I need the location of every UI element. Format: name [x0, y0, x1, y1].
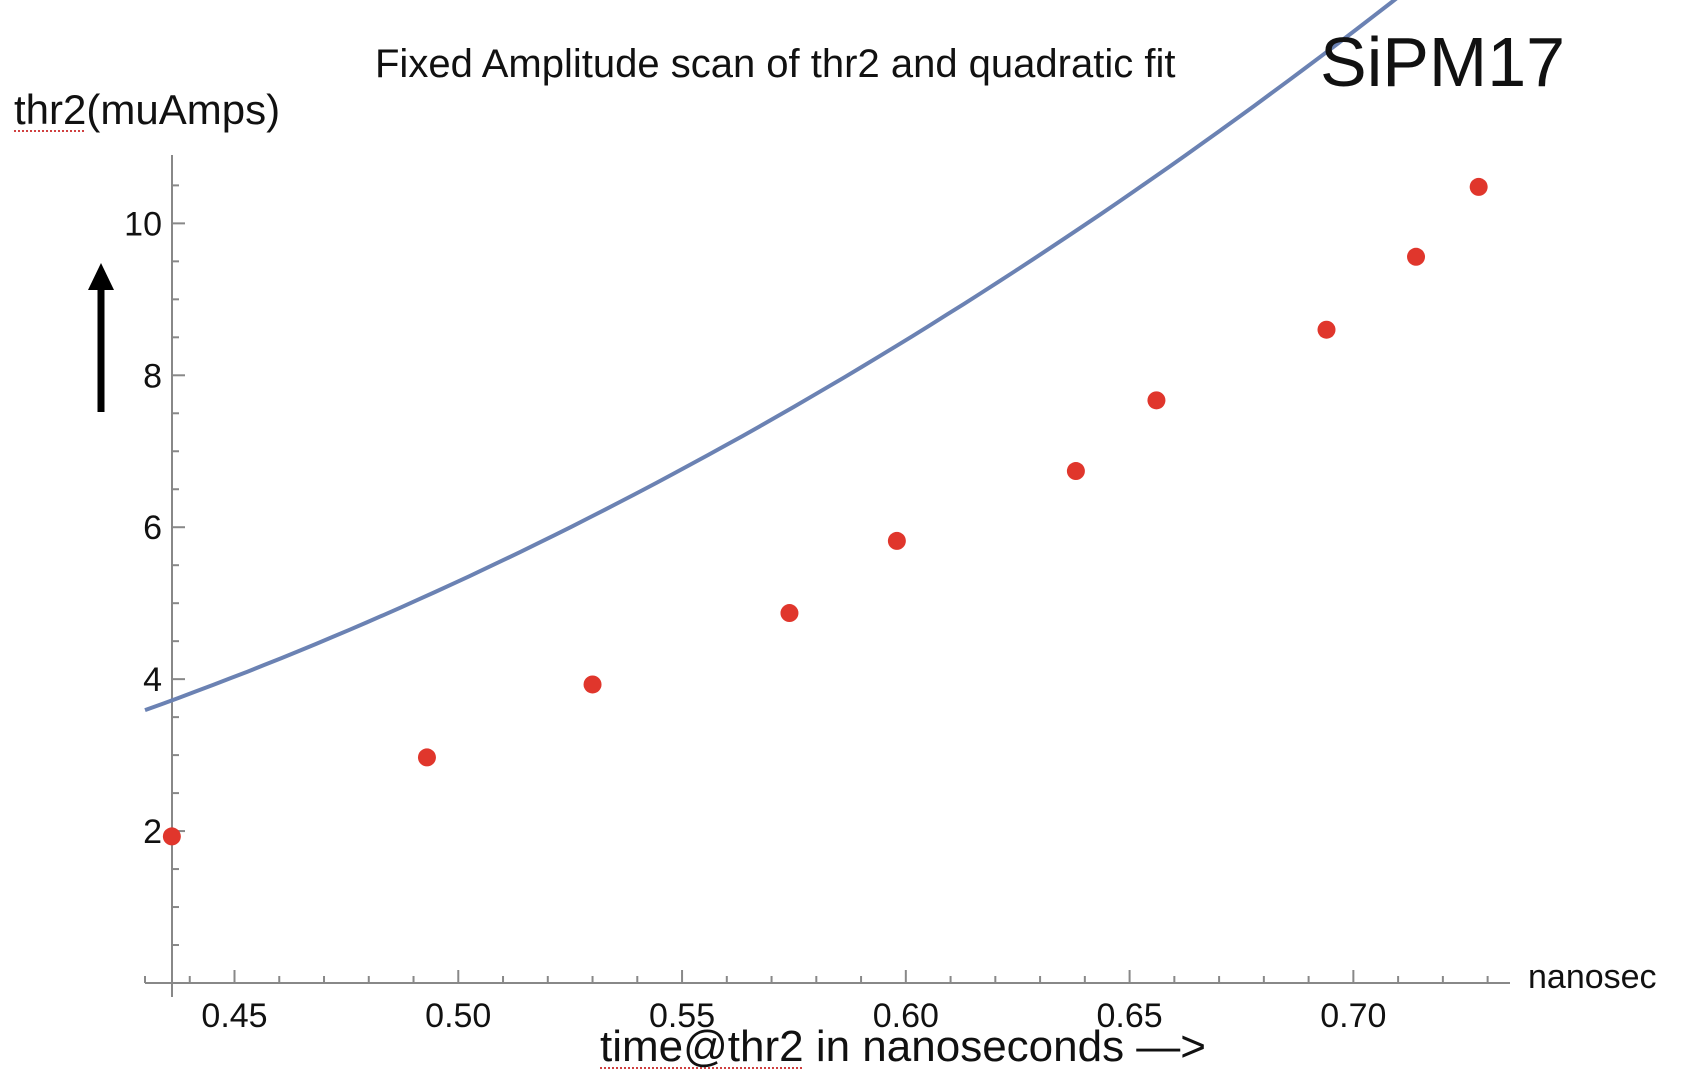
data-point: [1407, 247, 1426, 266]
x-axis-unit: nanosec: [1528, 958, 1657, 996]
data-point: [1469, 177, 1488, 196]
data-point: [1317, 320, 1336, 339]
quadratic-fit-curve: [144, 0, 1398, 712]
x-tick-label: 0.70: [1320, 997, 1386, 1035]
y-axis-label-unit: (muAmps): [86, 86, 281, 133]
data-point: [417, 748, 436, 767]
data-point: [583, 675, 602, 694]
x-tick-label: 0.65: [1096, 997, 1162, 1035]
y-tick-label: 8: [143, 357, 162, 395]
data-point: [1147, 391, 1166, 410]
y-axis-label: thr2(muAmps): [14, 86, 280, 134]
up-arrow-icon: [88, 263, 114, 412]
x-tick-label: 0.50: [425, 997, 491, 1035]
chart-subtitle: SiPM17: [1320, 23, 1566, 101]
y-tick-label: 10: [124, 205, 162, 243]
x-axis-label-var: time@thr2: [600, 1022, 804, 1071]
data-point: [162, 827, 181, 846]
y-axis-label-var: thr2: [14, 86, 87, 133]
data-points: [162, 177, 1488, 846]
y-tick-label: 6: [143, 509, 162, 547]
data-point: [887, 531, 906, 550]
y-tick-label: 4: [143, 661, 162, 699]
x-tick-label: 0.45: [201, 997, 267, 1035]
x-axis-label: time@thr2 in nanoseconds —>: [600, 1022, 1206, 1072]
x-axis-label-rest: in nanoseconds —>: [803, 1022, 1206, 1071]
data-point: [780, 604, 799, 623]
x-tick-label: 0.60: [873, 997, 939, 1035]
y-ticks: 2 4 6 8 10: [124, 184, 185, 947]
chart-title: Fixed Amplitude scan of thr2 and quadrat…: [375, 42, 1176, 86]
y-tick-label: 2: [143, 813, 162, 851]
x-ticks: 0.45 0.50 0.55 0.60 0.65 0.70: [144, 970, 1489, 1035]
axes: [145, 155, 1510, 997]
x-tick-label: 0.55: [649, 997, 715, 1035]
data-point: [1066, 462, 1085, 481]
